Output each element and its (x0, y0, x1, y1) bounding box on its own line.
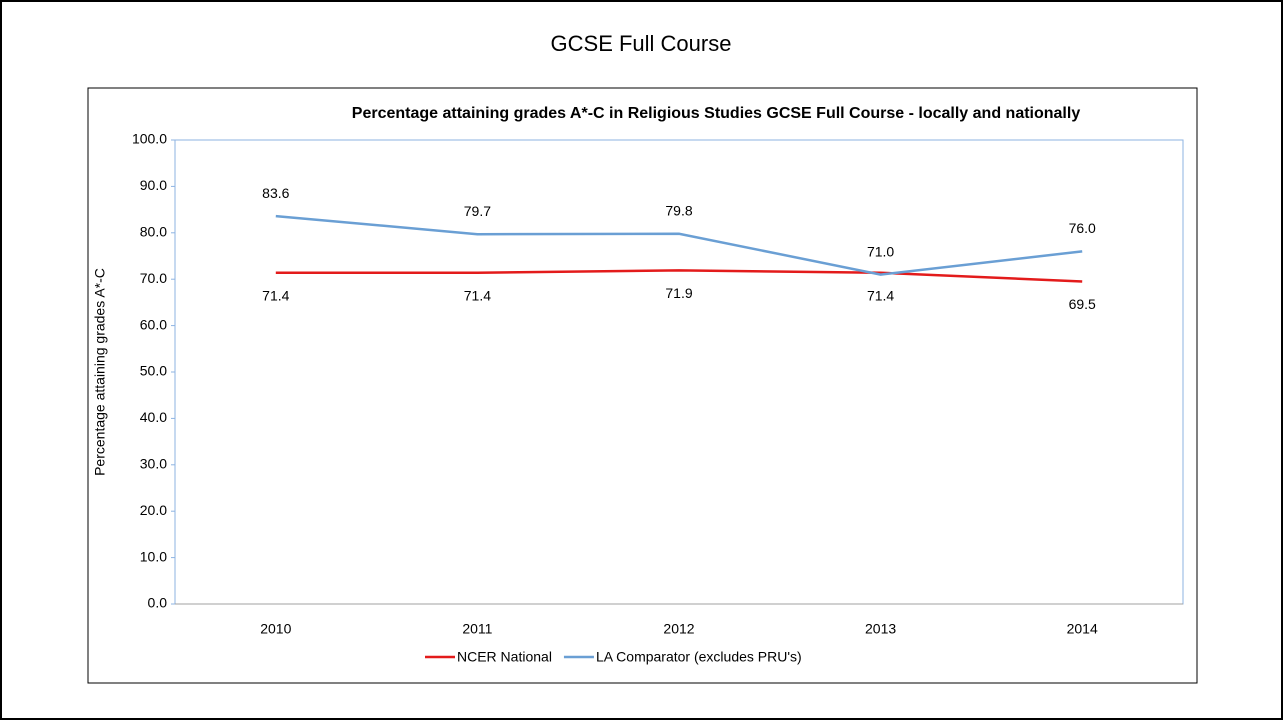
data-label: 71.0 (867, 243, 894, 259)
legend-label: LA Comparator (excludes PRU's) (596, 649, 802, 665)
y-tick-label: 40.0 (140, 409, 167, 425)
x-tick-label: 2010 (260, 621, 291, 637)
data-label: 71.4 (464, 287, 491, 303)
y-tick-label: 0.0 (148, 595, 168, 611)
data-label: 71.4 (867, 287, 894, 303)
x-tick-label: 2012 (663, 621, 694, 637)
y-tick-label: 30.0 (140, 456, 167, 472)
legend-label: NCER National (457, 649, 552, 665)
y-tick-label: 50.0 (140, 363, 167, 379)
chart-title: Percentage attaining grades A*-C in Reli… (352, 105, 1081, 122)
slide-title: GCSE Full Course (551, 31, 732, 56)
data-label: 79.8 (665, 202, 692, 218)
data-label: 76.0 (1069, 220, 1096, 236)
x-tick-label: 2013 (865, 621, 896, 637)
data-label: 71.9 (665, 285, 692, 301)
x-tick-label: 2014 (1067, 621, 1098, 637)
data-label: 83.6 (262, 185, 289, 201)
y-tick-label: 20.0 (140, 502, 167, 518)
x-tick-label: 2011 (462, 621, 492, 637)
data-label: 69.5 (1069, 296, 1096, 312)
y-tick-label: 70.0 (140, 270, 167, 286)
y-tick-label: 100.0 (132, 131, 167, 147)
y-tick-label: 10.0 (140, 548, 167, 564)
y-tick-label: 60.0 (140, 316, 167, 332)
data-label: 71.4 (262, 287, 289, 303)
line-series (275, 269, 1083, 283)
chart-frame (87, 87, 1198, 684)
y-tick-label: 90.0 (140, 177, 167, 193)
data-label: 79.7 (464, 203, 491, 219)
y-axis-label: Percentage attaining grades A*-C (92, 268, 108, 476)
y-tick-label: 80.0 (140, 224, 167, 240)
line-series (275, 214, 1083, 276)
